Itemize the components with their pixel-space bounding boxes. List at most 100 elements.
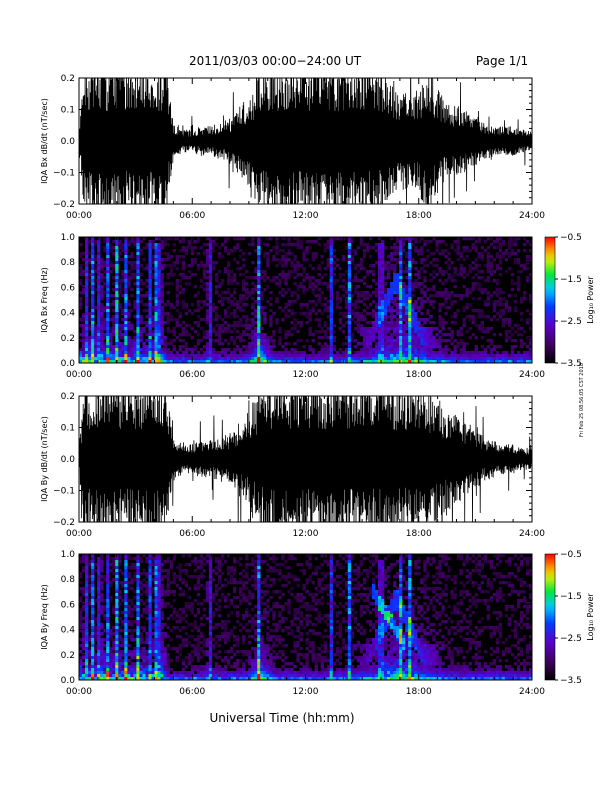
- spectrogram-cell: [199, 360, 204, 364]
- spectrogram-cell: [85, 587, 89, 591]
- spectrogram-cell: [251, 360, 255, 364]
- spectrogram-cell: [387, 330, 391, 334]
- spectrogram-cell: [160, 282, 164, 286]
- spectrogram-cell: [178, 240, 182, 244]
- spectrogram-cell: [411, 288, 415, 292]
- spectrogram-cell: [459, 267, 463, 271]
- spectrogram-cell: [390, 255, 394, 259]
- spectrogram-cell: [103, 638, 107, 642]
- spectrogram-cell: [118, 590, 122, 594]
- spectrogram-cell: [112, 348, 116, 352]
- spectrogram-cell: [498, 273, 503, 277]
- spectrogram-cell: [124, 659, 128, 663]
- spectrogram-cell: [233, 273, 237, 277]
- spectrogram-cell: [266, 348, 270, 352]
- spectrogram-cell: [151, 560, 155, 564]
- spectrogram-cell: [112, 566, 116, 570]
- spectrogram-cell: [359, 357, 364, 361]
- spectrogram-cell: [414, 237, 418, 241]
- spectrogram-cell: [136, 339, 140, 343]
- spectrogram-cell: [396, 297, 400, 301]
- spectrogram-cell: [251, 342, 255, 346]
- spectrogram-cell: [377, 312, 382, 316]
- y-tick-label: 0.0: [61, 455, 76, 465]
- spectrogram-cell: [399, 324, 403, 328]
- spectrogram-cell: [187, 348, 192, 352]
- spectrogram-cell: [145, 360, 149, 364]
- spectrogram-cell: [320, 351, 324, 355]
- spectrogram-cell: [233, 357, 237, 361]
- spectrogram-cell: [257, 288, 261, 292]
- spectrogram-cell: [97, 560, 101, 564]
- spectrogram-cell: [136, 653, 140, 657]
- spectrogram-cell: [208, 267, 213, 271]
- spectrogram-cell: [106, 321, 110, 325]
- spectrogram-cell: [426, 318, 430, 322]
- spectrogram-cell: [462, 321, 466, 325]
- spectrogram-cell: [160, 339, 164, 343]
- spectrogram-cell: [483, 327, 487, 331]
- spectrogram-cell: [332, 279, 336, 283]
- spectrogram-cell: [205, 596, 210, 600]
- spectrogram-cell: [504, 351, 509, 355]
- spectrogram-cell: [136, 240, 140, 244]
- spectrogram-cell: [184, 303, 189, 307]
- spectrogram-cell: [100, 644, 104, 648]
- spectrogram-cell: [362, 282, 367, 286]
- spectrogram-cell: [320, 327, 324, 331]
- spectrogram-cell: [489, 327, 494, 331]
- spectrogram-cell: [151, 351, 155, 355]
- spectrogram-cell: [100, 303, 104, 307]
- spectrogram-cell: [248, 351, 252, 355]
- spectrogram-cell: [154, 659, 158, 663]
- spectrogram-cell: [145, 575, 149, 579]
- spectrogram-cell: [139, 560, 143, 564]
- spectrogram-cell: [444, 312, 448, 316]
- spectrogram-cell: [214, 285, 219, 289]
- spectrogram-cell: [124, 354, 128, 358]
- spectrogram-cell: [245, 270, 249, 274]
- spectrogram-cell: [139, 626, 143, 630]
- spectrogram-cell: [329, 306, 333, 310]
- spectrogram-cell: [190, 656, 195, 660]
- spectrogram-cell: [220, 330, 225, 334]
- spectrogram-cell: [79, 354, 83, 358]
- spectrogram-cell: [528, 255, 533, 259]
- spectrogram-cell: [350, 336, 355, 340]
- spectrogram-cell: [399, 282, 403, 286]
- spectrogram-cell: [423, 342, 427, 346]
- spectrogram-cell: [405, 252, 409, 256]
- spectrogram-cell: [341, 330, 346, 334]
- spectrogram-cell: [97, 336, 101, 340]
- spectrogram-cell: [85, 333, 89, 337]
- spectrogram-cell: [245, 297, 249, 301]
- spectrogram-cell: [157, 306, 161, 310]
- spectrogram-cell: [103, 605, 107, 609]
- spectrogram-cell: [233, 276, 237, 280]
- spectrogram-cell: [127, 554, 131, 558]
- spectrogram-cell: [121, 662, 125, 666]
- spectrogram-cell: [100, 360, 104, 364]
- spectrogram-cell: [248, 294, 252, 298]
- spectrogram-cell: [305, 252, 309, 256]
- spectrogram-cell: [226, 360, 231, 364]
- spectrogram-cell: [145, 285, 149, 289]
- spectrogram-cell: [94, 617, 98, 621]
- spectrogram-cell: [154, 330, 158, 334]
- spectrogram-cell: [465, 249, 469, 253]
- spectrogram-cell: [106, 575, 110, 579]
- spectrogram-cell: [154, 327, 158, 331]
- spectrogram-cell: [377, 357, 382, 361]
- spectrogram-cell: [402, 243, 406, 247]
- spectrogram-cell: [82, 327, 86, 331]
- spectrogram-cell: [196, 267, 201, 271]
- spectrogram-cell: [85, 282, 89, 286]
- spectrogram-cell: [97, 252, 101, 256]
- spectrogram-cell: [91, 351, 95, 355]
- spectrogram-cell: [88, 348, 92, 352]
- spectrogram-cell: [121, 348, 125, 352]
- spectrogram-cell: [106, 563, 110, 567]
- spectrogram-cell: [142, 327, 146, 331]
- spectrogram-cell: [97, 611, 101, 615]
- spectrogram-cell: [396, 327, 400, 331]
